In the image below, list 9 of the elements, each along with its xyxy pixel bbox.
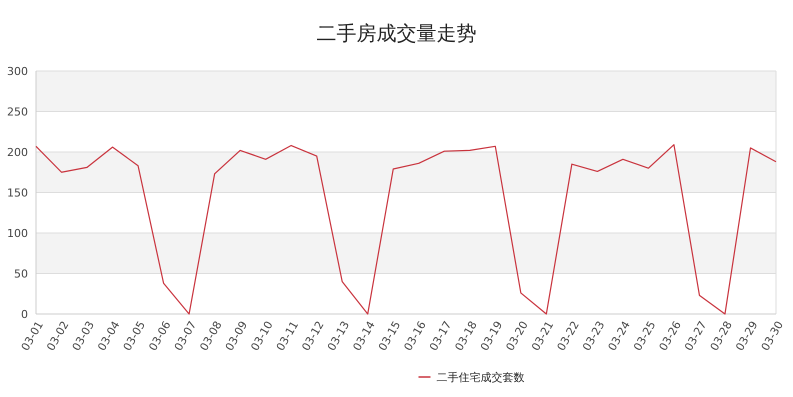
- y-tick-label: 100: [7, 226, 28, 240]
- legend-label: 二手住宅成交套数: [436, 370, 524, 384]
- y-tick-label: 200: [7, 146, 28, 159]
- y-tick-label: 300: [7, 64, 28, 78]
- y-tick-label: 150: [7, 186, 28, 200]
- y-tick-label: 50: [14, 267, 28, 280]
- chart-title: 二手房成交量走势: [316, 21, 476, 45]
- y-tick-label: 250: [7, 105, 28, 118]
- y-tick-label: 0: [21, 308, 28, 321]
